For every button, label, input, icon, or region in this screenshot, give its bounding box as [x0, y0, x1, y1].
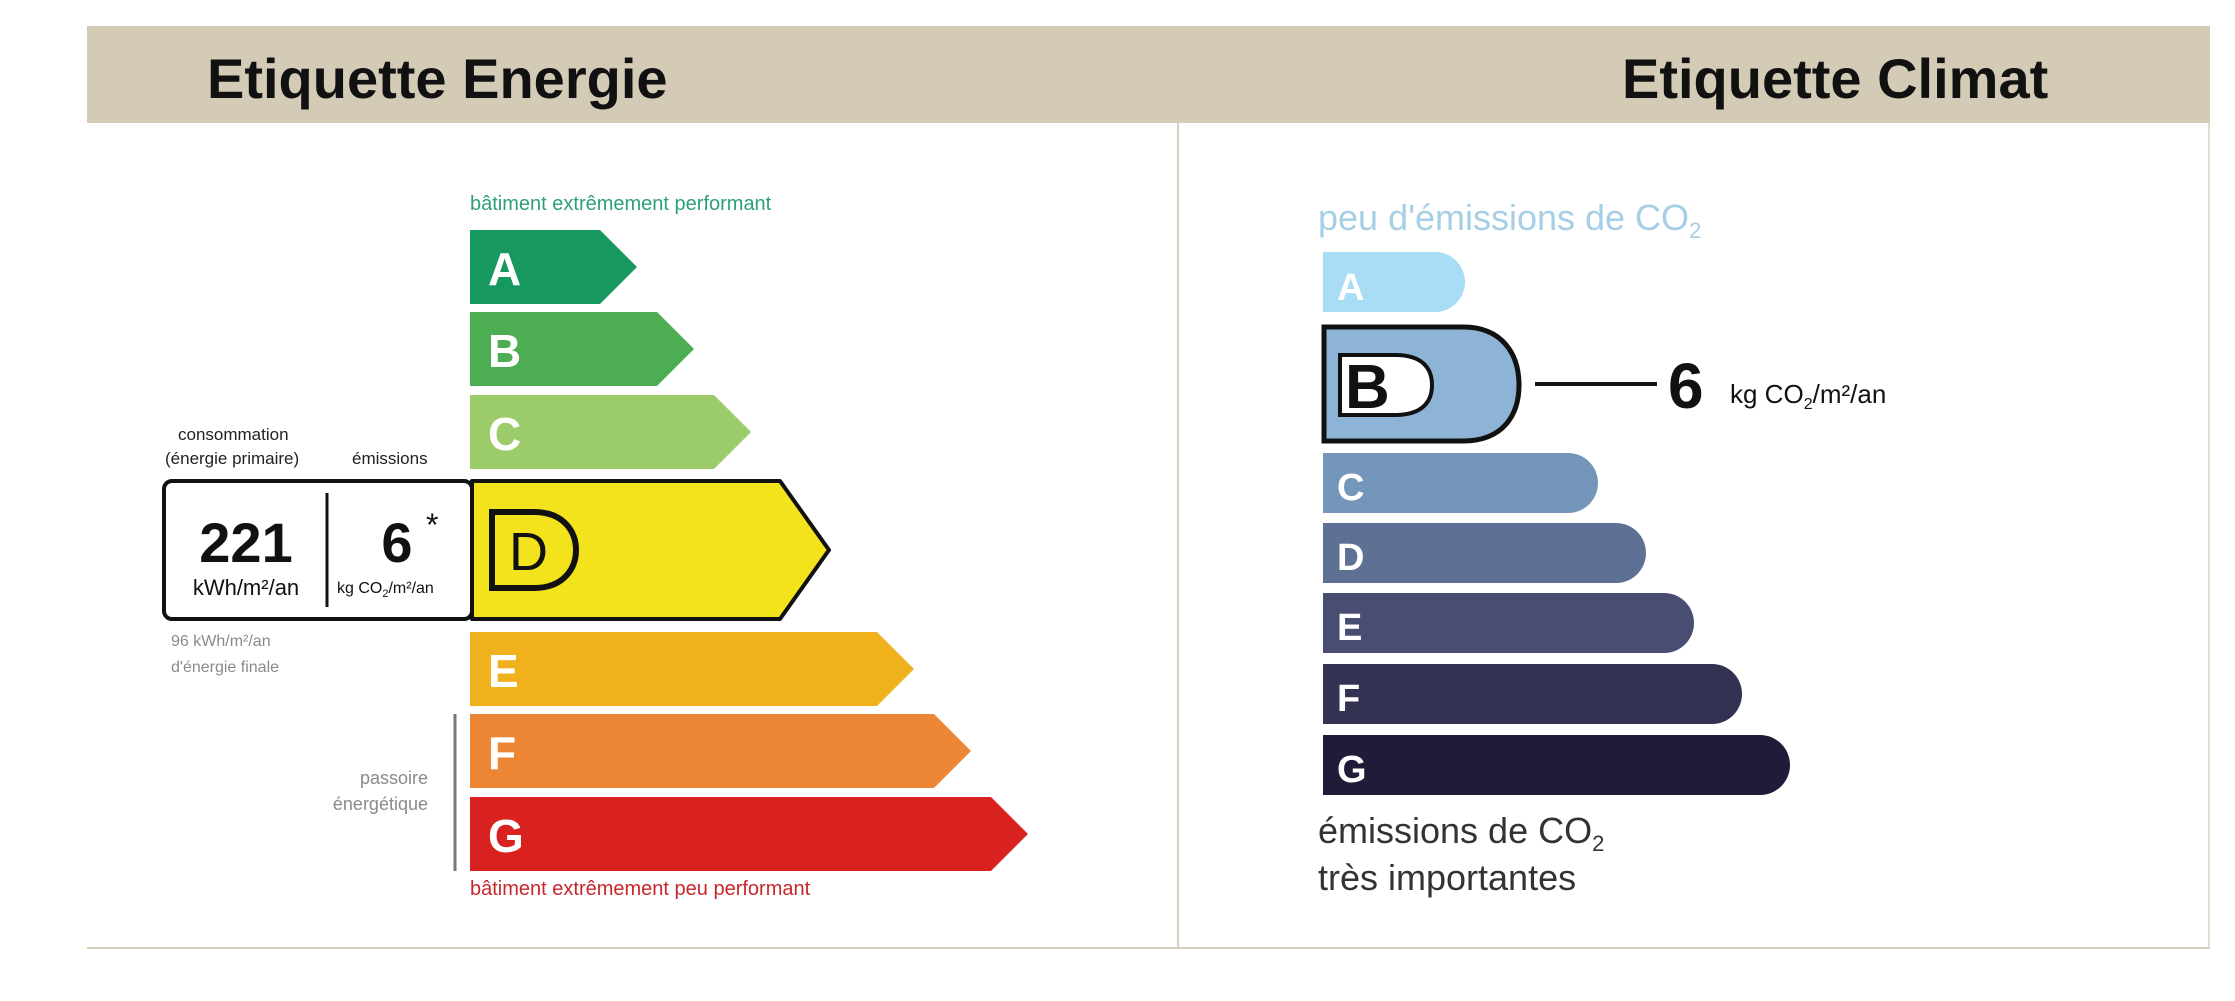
- energie-class-d-bar: D: [470, 479, 831, 621]
- energie-class-a-bar: A: [470, 230, 637, 304]
- final-energy-value: 96 kWh/m²/an: [171, 633, 271, 650]
- energie-primaire-label: (énergie primaire): [165, 449, 299, 468]
- climat-bottom-caption-sub: 2: [1592, 831, 1604, 856]
- energie-class-d-letter: D: [509, 522, 548, 582]
- energie-current-value-box: 221 kWh/m²/an 6 * kg CO2/m²/an: [162, 479, 474, 621]
- panel-border-right: [2208, 123, 2210, 949]
- climat-class-b-letter: B: [1345, 353, 1390, 422]
- energie-class-f-letter: F: [488, 727, 516, 779]
- emissions-value: 6: [381, 511, 412, 574]
- climat-class-e-letter: E: [1337, 607, 1362, 649]
- climat-class-g-bar: G: [1323, 735, 1790, 795]
- energie-class-e-bar: E: [470, 632, 914, 706]
- climat-class-f-letter: F: [1337, 678, 1360, 720]
- climat-class-e-bar: E: [1323, 593, 1694, 653]
- climat-unit-rest: /m²/an: [1813, 379, 1887, 409]
- consommation-unit: kWh/m²/an: [193, 575, 299, 600]
- consommation-value: 221: [199, 511, 292, 574]
- passoire-label-2: énergétique: [333, 794, 428, 814]
- climat-class-d-letter: D: [1337, 537, 1364, 579]
- energie-class-b-letter: B: [488, 325, 521, 377]
- climat-class-d-bar: D: [1323, 523, 1646, 583]
- emissions-unit-kg: kg CO: [337, 580, 382, 597]
- climat-unit: kg CO2/m²/an: [1730, 379, 1886, 413]
- climat-class-b-bar: B: [1321, 324, 1522, 444]
- labels-header-bar: [87, 26, 2210, 123]
- climat-class-f-bar: F: [1323, 664, 1742, 724]
- energie-class-g-letter: G: [488, 810, 524, 862]
- climat-label-title: Etiquette Climat: [1622, 47, 2049, 110]
- climat-top-caption-sub: 2: [1689, 218, 1701, 243]
- climat-class-a-letter: A: [1337, 267, 1364, 309]
- energie-class-c-bar: C: [470, 395, 751, 469]
- energie-bottom-caption: bâtiment extrêmement peu performant: [470, 878, 811, 900]
- energie-class-b-bar: B: [470, 312, 694, 386]
- energie-class-a-letter: A: [488, 243, 521, 295]
- panel-border-bottom: [87, 947, 2210, 949]
- climat-class-a-bar: A: [1323, 252, 1465, 312]
- climat-class-c-bar: C: [1323, 453, 1598, 513]
- emissions-label: émissions: [352, 449, 428, 468]
- energie-label-title: Etiquette Energie: [207, 47, 668, 110]
- climat-unit-kg: kg CO: [1730, 379, 1804, 409]
- emissions-unit: kg CO2/m²/an: [337, 580, 434, 600]
- energie-top-caption: bâtiment extrêmement performant: [470, 193, 772, 215]
- energie-class-e-letter: E: [488, 645, 519, 697]
- panel-divider: [1177, 123, 1179, 949]
- climat-top-caption: peu d'émissions de CO2: [1318, 197, 1701, 243]
- emissions-unit-sub: 2: [382, 588, 388, 600]
- climat-bottom-caption-line2: très importantes: [1318, 857, 1576, 898]
- climat-class-c-letter: C: [1337, 467, 1364, 509]
- climat-class-g-letter: G: [1337, 749, 1367, 791]
- energie-class-f-bar: F: [470, 714, 971, 788]
- climat-unit-sub: 2: [1804, 396, 1813, 413]
- energie-class-g-bar: G: [470, 797, 1028, 871]
- emissions-unit-rest: /m²/an: [388, 580, 433, 597]
- consommation-label: consommation: [178, 425, 289, 444]
- climat-bottom-caption-line1: émissions de CO2: [1318, 810, 1604, 856]
- emissions-asterisk: *: [426, 507, 438, 543]
- climat-top-caption-text: peu d'émissions de CO: [1318, 197, 1689, 238]
- final-energy-label: d'énergie finale: [171, 659, 279, 676]
- climat-bottom-caption-text: émissions de CO: [1318, 810, 1592, 851]
- energie-class-c-letter: C: [488, 408, 521, 460]
- passoire-label-1: passoire: [360, 768, 428, 788]
- climat-value: 6: [1668, 350, 1704, 422]
